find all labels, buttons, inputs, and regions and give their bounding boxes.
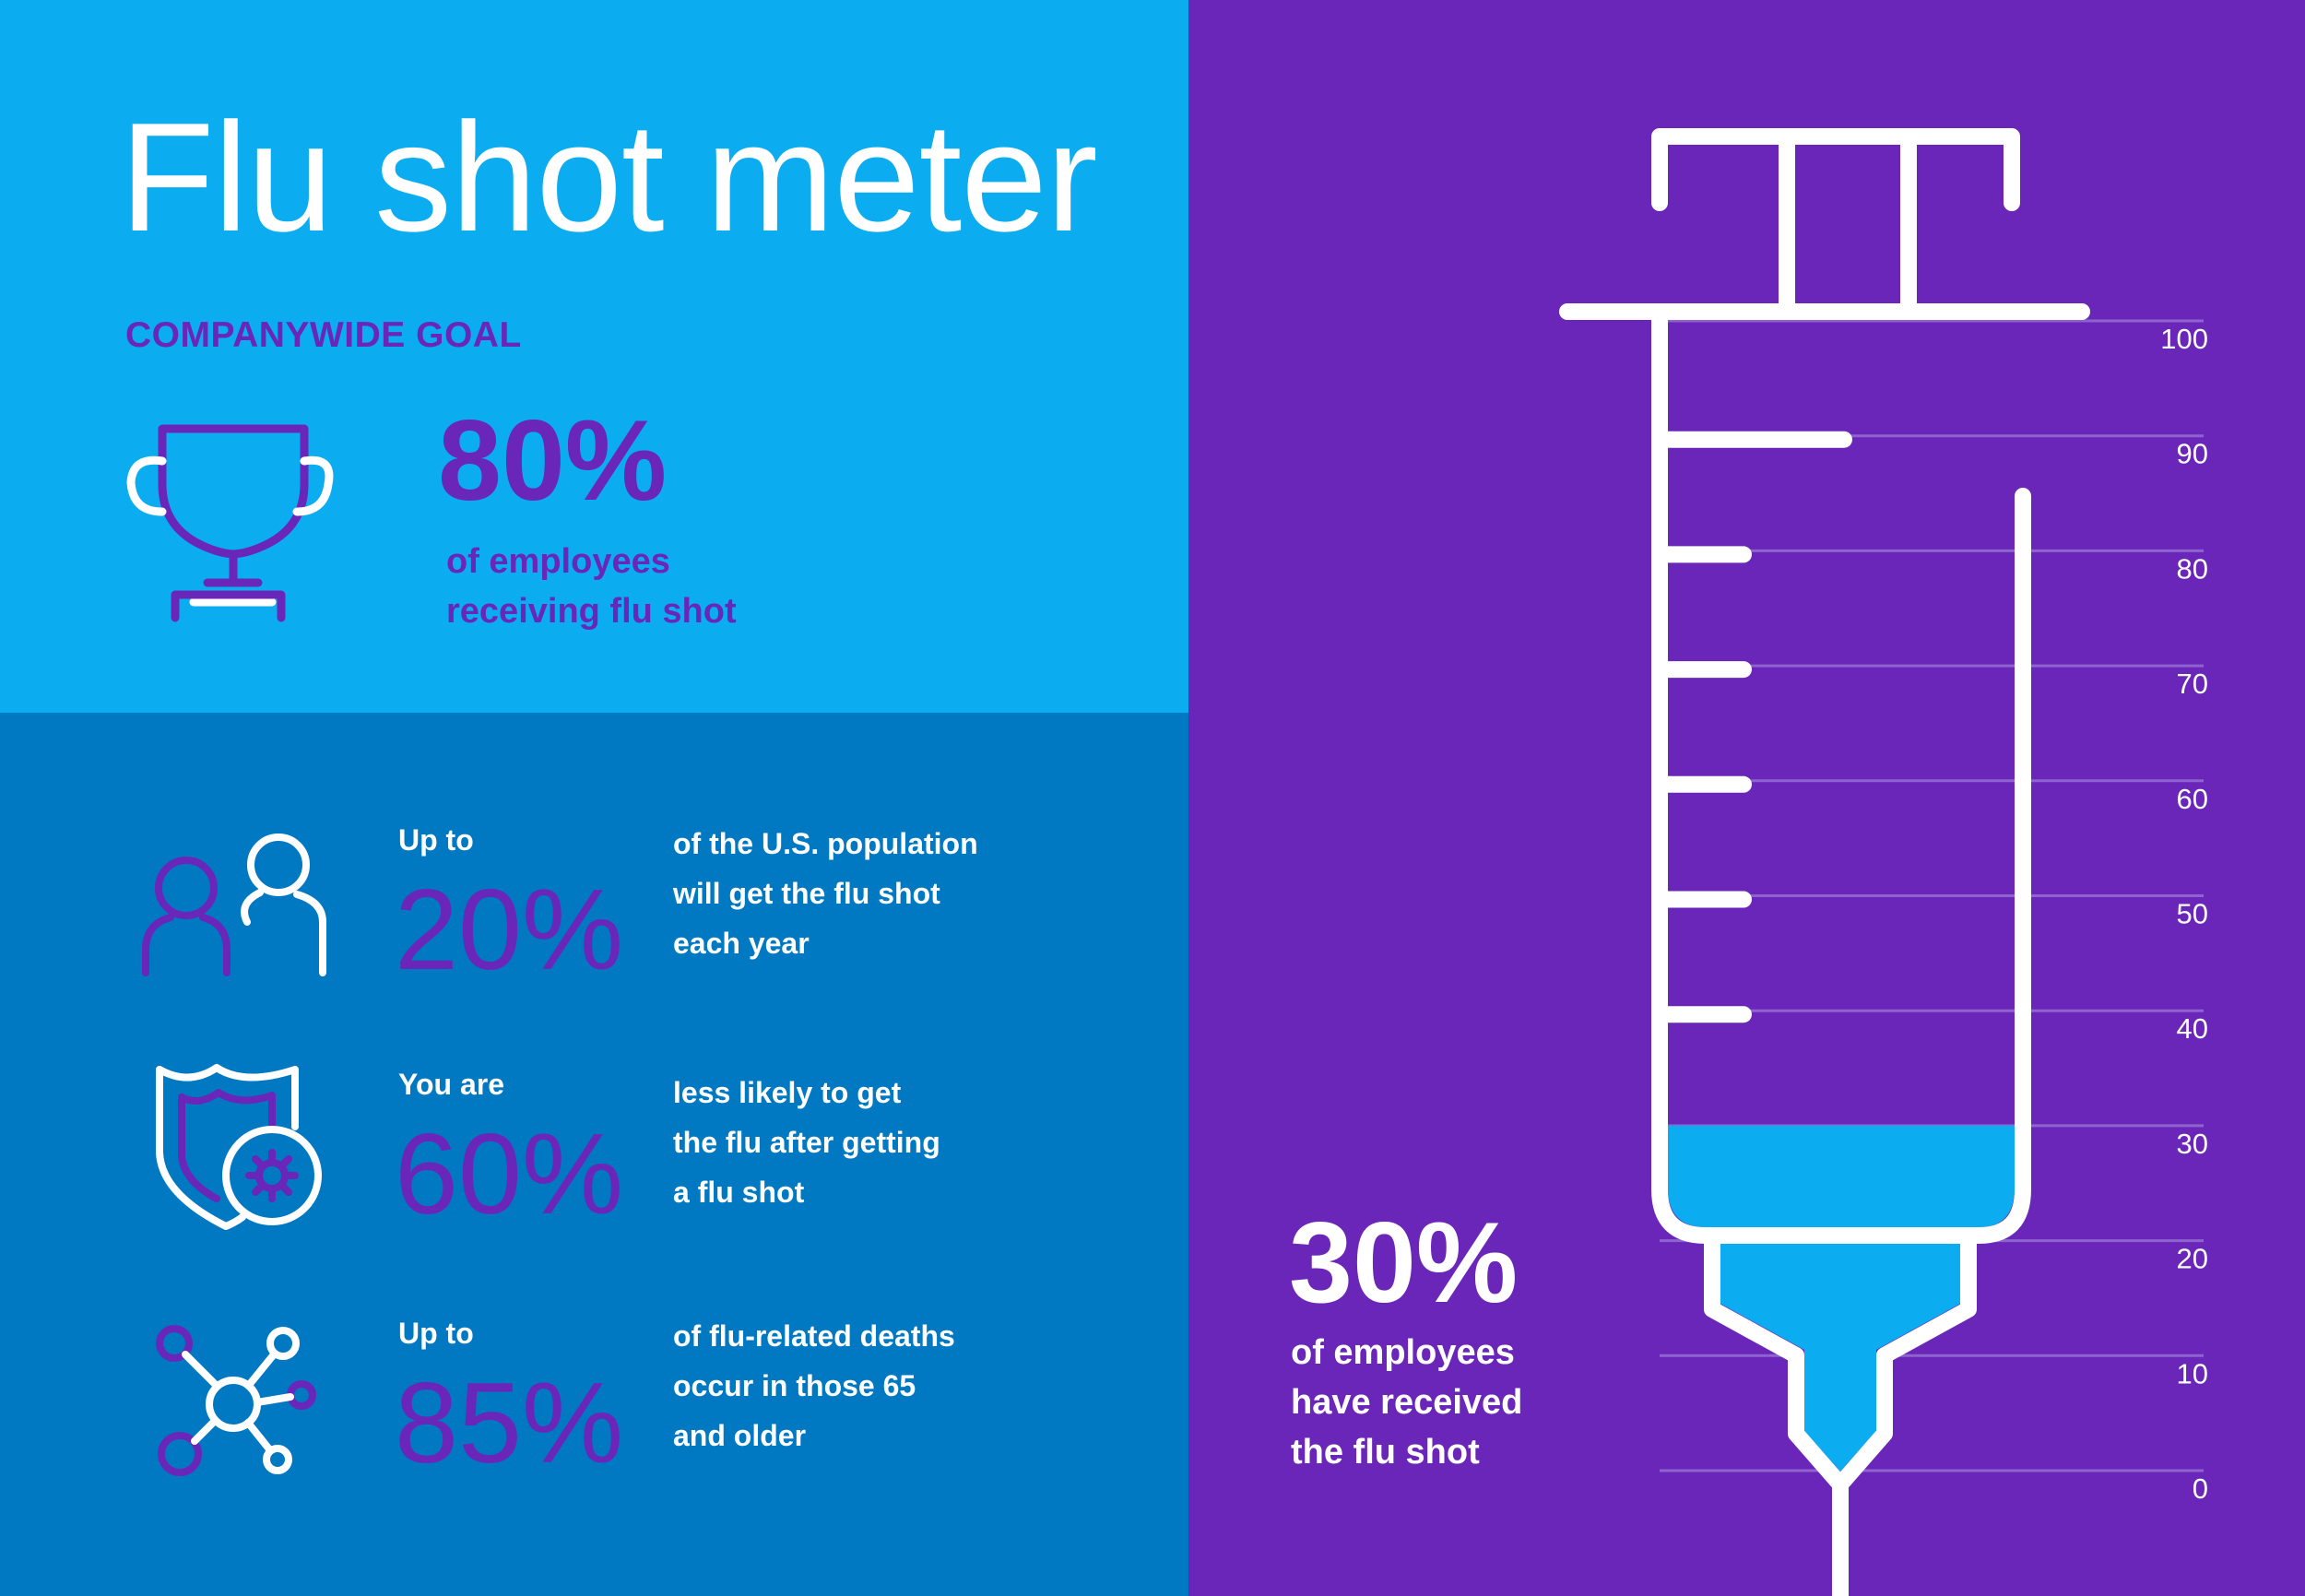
goal-label: COMPANYWIDE GOAL — [125, 315, 522, 355]
page-title: Flu shot meter — [120, 90, 1098, 264]
stat-prefix: Up to — [398, 1317, 474, 1350]
current-caption-line: of employees — [1291, 1333, 1515, 1372]
tick-label: 30 — [2177, 1128, 2208, 1160]
goal-caption-line: receiving flu shot — [446, 592, 737, 631]
tick-label: 60 — [2177, 783, 2208, 815]
tick-label: 40 — [2177, 1012, 2208, 1045]
stat-value: 85% — [395, 1360, 624, 1487]
people-icon — [142, 833, 326, 976]
trophy-icon — [126, 424, 334, 622]
shield-virus-icon — [156, 1064, 322, 1230]
stat-description: of the U.S. population will get the flu … — [673, 819, 1060, 968]
tick-label: 50 — [2177, 898, 2208, 930]
stat-description: less likely to get the flu after getting… — [673, 1068, 1060, 1217]
stat-description-line: the flu after getting — [673, 1126, 940, 1159]
tick-label: 70 — [2177, 668, 2208, 700]
current-percentage: 30% — [1289, 1200, 1519, 1327]
current-caption: of employees have received the flu shot — [1291, 1328, 1660, 1477]
current-caption-line: the flu shot — [1291, 1433, 1480, 1472]
tick-label: 100 — [2160, 323, 2208, 355]
goal-caption: of employees receiving flu shot — [446, 537, 907, 636]
barrel-ticks — [1659, 431, 1852, 1023]
stat-description-line: a flu shot — [673, 1176, 805, 1209]
stat-value: 20% — [395, 867, 624, 994]
stat-description-line: occur in those 65 — [673, 1369, 916, 1402]
network-icon — [156, 1325, 316, 1476]
stat-prefix: Up to — [398, 823, 474, 857]
stat-description-line: each year — [673, 927, 810, 960]
syringe-outline — [1559, 128, 2090, 1596]
tick-label: 0 — [2193, 1472, 2208, 1505]
fill-level-bar — [1668, 1125, 2015, 1227]
stat-description-line: will get the flu shot — [673, 877, 940, 910]
goal-percentage: 80% — [438, 397, 668, 525]
tick-label: 80 — [2177, 552, 2208, 585]
tick-label: 90 — [2177, 438, 2208, 470]
stat-description-line: of the U.S. population — [673, 827, 978, 860]
stat-value: 60% — [395, 1111, 624, 1238]
tick-label: 20 — [2177, 1243, 2208, 1275]
stat-prefix: You are — [398, 1068, 504, 1101]
stat-description: of flu-related deaths occur in those 65 … — [673, 1311, 1060, 1460]
tick-label: 10 — [2177, 1357, 2208, 1389]
goal-caption-line: of employees — [446, 542, 670, 581]
stat-description-line: and older — [673, 1419, 807, 1452]
stat-description-line: of flu-related deaths — [673, 1319, 955, 1353]
stat-description-line: less likely to get — [673, 1076, 902, 1109]
fill-needle-hub — [1720, 1243, 1960, 1472]
current-caption-line: have received — [1291, 1383, 1523, 1422]
